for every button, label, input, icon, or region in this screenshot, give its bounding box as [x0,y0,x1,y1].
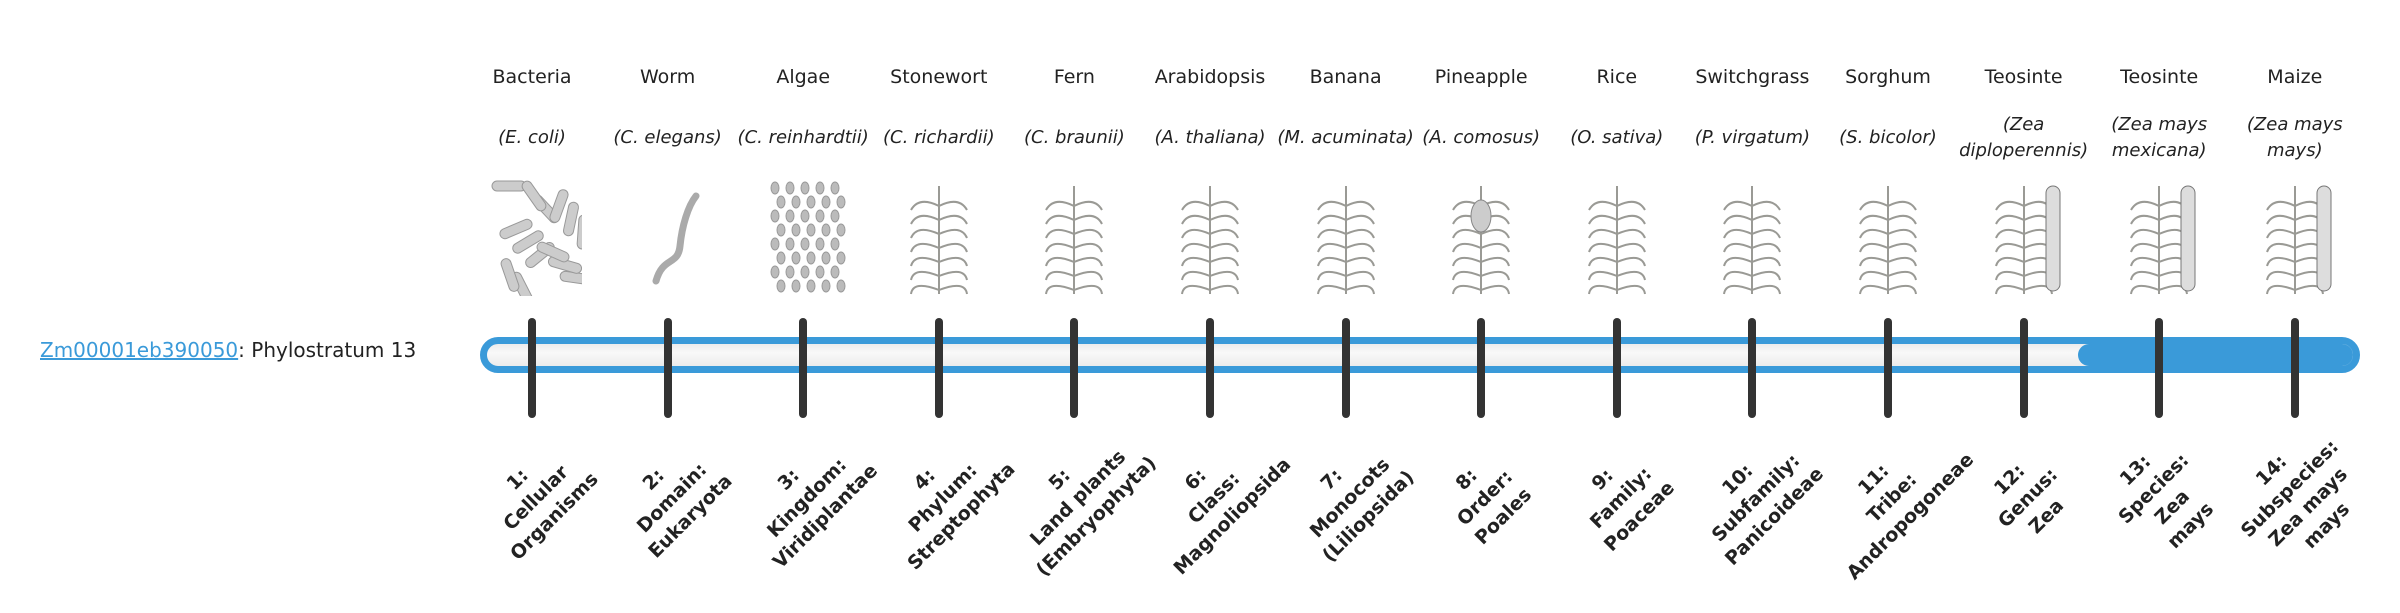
organism-species-name: (Zea mays mays) [2246,114,2343,161]
gene-phylostratum-label: Zm00001eb390050: Phylostratum 13 [40,338,416,362]
stratum-tick [1748,318,1757,418]
organism-species-name: (C. braunii) [1024,127,1125,148]
organism-common-name: Rice [1596,66,1638,88]
stratum-tick [663,318,672,418]
organism-common-name: Teosinte [1984,66,2063,88]
algae-icon [770,181,846,293]
banana-plant-icon [1316,186,1375,295]
progress-fill [2077,344,2353,366]
stratum-tick [528,318,536,418]
stratum-tick [1477,318,1486,418]
organism-species-name: (A. comosus) [1422,127,1541,148]
stratum-tick [1070,318,1079,418]
sorghum-icon [1859,186,1917,295]
organism-common-name: Teosinte [2120,66,2199,88]
switchgrass-icon [1723,186,1782,295]
organism-species-name: (C. richardii) [882,127,995,148]
stratum-tick [1341,318,1350,418]
stratum-tick [1612,318,1621,418]
stratum-tick [934,318,943,418]
teosinte-icon [1994,185,2061,295]
gene-id-link[interactable]: Zm00001eb390050 [40,338,239,362]
pineapple-icon [1452,186,1511,295]
stratum-tick [2155,318,2164,418]
organism-species-name: (Zea diploperennis) [1959,114,2089,161]
stonewort-icon [909,186,968,295]
organism-common-name: Bacteria [492,66,572,88]
organism-species-name: (C. reinhardtii) [737,127,869,148]
organism-species-name: (C. elegans) [613,127,722,148]
phylostratum-progress-bar [480,337,2360,373]
organism-species-name: (S. bicolor) [1839,127,1937,148]
organism-common-name: Algae [776,66,831,88]
stratum-tick [2290,318,2299,418]
organism-common-name: Stonewort [890,66,988,88]
organism-common-name: Fern [1053,66,1095,88]
bacteria-icon [491,180,582,296]
organism-species-name: (P. virgatum) [1694,127,1811,148]
organism-common-name: Banana [1309,66,1382,88]
organism-common-name: Switchgrass [1695,66,1810,88]
teosinte-icon [2130,185,2196,295]
worm-icon [652,192,700,285]
rice-icon [1587,186,1646,295]
arabidopsis-icon [1181,186,1239,295]
organism-common-name: Pineapple [1434,66,1528,88]
fern-icon [1045,186,1104,295]
organism-species-name: (Zea mays mexicana) [2111,114,2208,161]
stratum-tick [2019,318,2028,418]
organism-species-name: (O. sativa) [1570,127,1664,148]
maize-icon [2265,185,2332,295]
organism-common-name: Maize [2267,66,2323,88]
stratum-tick [799,318,808,418]
organism-species-name: (E. coli) [498,127,566,148]
organism-species-name: (A. thaliana) [1154,127,1266,148]
organism-common-name: Worm [639,66,696,88]
organism-common-name: Arabidopsis [1154,66,1266,88]
phylostratum-text: : Phylostratum 13 [238,338,417,362]
organism-common-name: Sorghum [1845,66,1931,88]
stratum-tick [1206,318,1214,418]
stratum-tick [1884,318,1892,418]
organism-species-name: (M. acuminata) [1277,127,1414,148]
